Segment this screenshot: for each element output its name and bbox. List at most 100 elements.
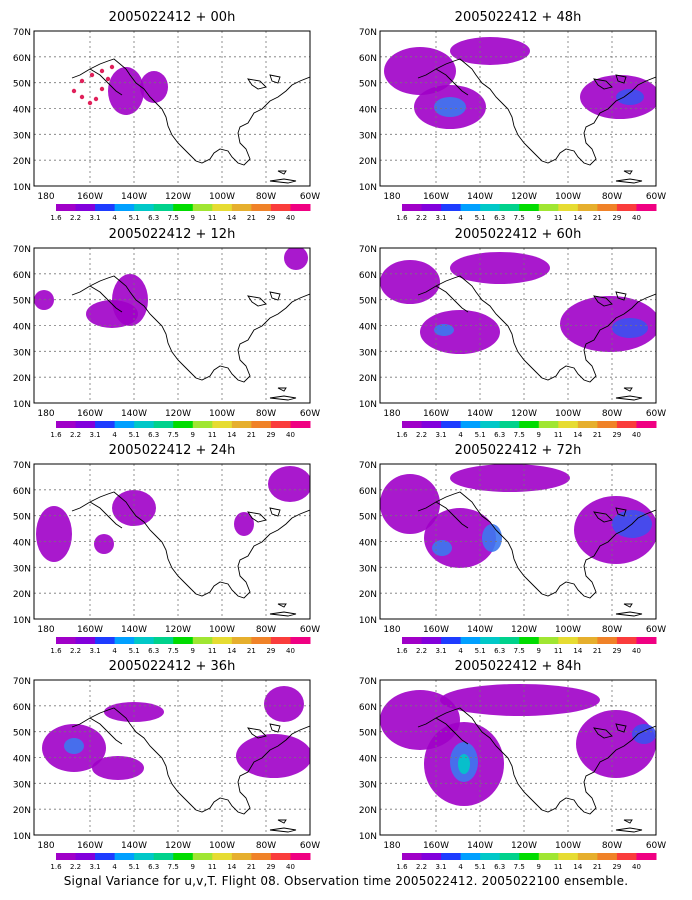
colorbar-label: 1.6 bbox=[50, 863, 62, 871]
latitude-label: 70N bbox=[359, 677, 377, 687]
colorbar-swatch bbox=[538, 637, 559, 644]
longitude-label: 60W bbox=[300, 841, 320, 851]
colorbar-label: 5.1 bbox=[475, 214, 486, 222]
colorbar-label: 21 bbox=[593, 647, 602, 655]
colorbar-label: 3.1 bbox=[90, 647, 101, 655]
colorbar-label: 14 bbox=[227, 431, 236, 439]
latitude-label: 70N bbox=[13, 461, 31, 471]
colorbar-swatch bbox=[95, 853, 116, 860]
variance-contour bbox=[380, 474, 440, 534]
colorbar-label: 1.6 bbox=[50, 647, 62, 655]
map-frame bbox=[379, 247, 657, 404]
colorbar-swatch bbox=[577, 204, 598, 211]
colorbar-swatch bbox=[75, 637, 96, 644]
colorbar-swatch bbox=[597, 204, 618, 211]
longitude-label: 160W bbox=[423, 409, 449, 419]
colorbar-label: 11 bbox=[554, 214, 563, 222]
colorbar-swatch bbox=[251, 637, 272, 644]
colorbar-swatch bbox=[192, 853, 213, 860]
colorbar: 1.6 2.2 3.1 4 5.1 6.3 7.5 9 11 14 21 29 40 bbox=[50, 204, 311, 222]
longitude-label: 140W bbox=[121, 841, 147, 851]
latitude-label: 60N bbox=[13, 271, 31, 281]
observation-marker bbox=[99, 68, 105, 74]
colorbar-swatch bbox=[251, 421, 272, 428]
colorbar: 1.6 2.2 3.1 4 5.1 6.3 7.5 9 11 14 21 29 40 bbox=[396, 421, 657, 439]
longitude-label: 60W bbox=[300, 625, 320, 635]
colorbar-swatch bbox=[114, 853, 135, 860]
colorbar-swatch bbox=[192, 637, 213, 644]
variance-contour bbox=[264, 686, 304, 722]
colorbar-swatch bbox=[558, 853, 579, 860]
colorbar-label: 1.6 bbox=[396, 863, 408, 871]
latitude-label: 20N bbox=[359, 806, 377, 816]
colorbar-label: 3.1 bbox=[436, 214, 447, 222]
flight-track bbox=[71, 64, 115, 106]
variance-contour bbox=[94, 534, 114, 554]
latitude-label: 50N bbox=[13, 297, 31, 307]
colorbar-swatch bbox=[460, 421, 481, 428]
colorbar-label: 7.5 bbox=[168, 863, 179, 871]
longitude-label: 160W bbox=[77, 409, 103, 419]
colorbar-label: 1.6 bbox=[396, 431, 408, 439]
longitude-label: 180 bbox=[37, 192, 54, 202]
longitude-label: 100W bbox=[555, 841, 581, 851]
colorbar-swatch bbox=[134, 637, 155, 644]
colorbar-label: 1.6 bbox=[396, 647, 408, 655]
colorbar-label: 7.5 bbox=[168, 214, 179, 222]
colorbar-label: 9 bbox=[191, 647, 195, 655]
variance-contour bbox=[432, 540, 452, 556]
colorbar-swatch bbox=[558, 637, 579, 644]
colorbar-label: 3.1 bbox=[90, 431, 101, 439]
variance-contour bbox=[268, 466, 310, 502]
colorbar-label: 11 bbox=[208, 863, 217, 871]
colorbar-swatch bbox=[231, 637, 252, 644]
map-panel: 2005022412 + 48h 10N 20N 30N 40N 50N 60N 70N 180… bbox=[359, 10, 666, 222]
colorbar-label: 14 bbox=[573, 647, 582, 655]
colorbar-label: 29 bbox=[266, 214, 275, 222]
latitude-label: 60N bbox=[359, 703, 377, 713]
longitude-label: 60W bbox=[300, 192, 320, 202]
longitude-label: 60W bbox=[646, 625, 666, 635]
colorbar-swatch bbox=[480, 421, 501, 428]
colorbar-swatch bbox=[153, 421, 174, 428]
colorbar-swatch bbox=[173, 421, 194, 428]
colorbar-swatch bbox=[173, 637, 194, 644]
longitude-label: 80W bbox=[602, 625, 622, 635]
colorbar-label: 1.6 bbox=[50, 214, 62, 222]
colorbar-swatch bbox=[56, 637, 77, 644]
map-panel: 2005022412 + 60h 10N 20N 30N 40N 50N 60N 70N 180… bbox=[359, 227, 666, 439]
colorbar-label: 6.3 bbox=[494, 863, 505, 871]
variance-contour bbox=[458, 754, 470, 774]
colorbar-label: 40 bbox=[286, 431, 295, 439]
colorbar-swatch bbox=[636, 853, 657, 860]
latitude-label: 70N bbox=[359, 461, 377, 471]
longitude-label: 100W bbox=[209, 409, 235, 419]
panel-title: 2005022412 + 00h bbox=[109, 10, 236, 25]
colorbar-swatch bbox=[95, 421, 116, 428]
longitude-label: 140W bbox=[467, 192, 493, 202]
observation-marker bbox=[89, 72, 95, 78]
coastline bbox=[417, 707, 656, 833]
colorbar-swatch bbox=[134, 204, 155, 211]
latitude-label: 20N bbox=[13, 374, 31, 384]
colorbar-swatch bbox=[95, 204, 116, 211]
latitude-label: 10N bbox=[359, 183, 377, 193]
colorbar-swatch bbox=[75, 204, 96, 211]
latitude-label: 70N bbox=[359, 28, 377, 38]
colorbar-swatch bbox=[192, 204, 213, 211]
colorbar-swatch bbox=[460, 853, 481, 860]
longitude-label: 180 bbox=[37, 625, 54, 635]
colorbar-swatch bbox=[597, 637, 618, 644]
colorbar-label: 11 bbox=[554, 431, 563, 439]
colorbar-swatch bbox=[441, 637, 462, 644]
colorbar-swatch bbox=[114, 204, 135, 211]
latitude-label: 10N bbox=[13, 400, 31, 410]
colorbar-swatch bbox=[538, 853, 559, 860]
longitude-label: 140W bbox=[121, 409, 147, 419]
colorbar-label: 7.5 bbox=[168, 431, 179, 439]
latitude-label: 50N bbox=[359, 513, 377, 523]
colorbar-swatch bbox=[56, 421, 77, 428]
colorbar-swatch bbox=[519, 637, 540, 644]
latitude-label: 60N bbox=[13, 487, 31, 497]
longitude-label: 80W bbox=[602, 841, 622, 851]
